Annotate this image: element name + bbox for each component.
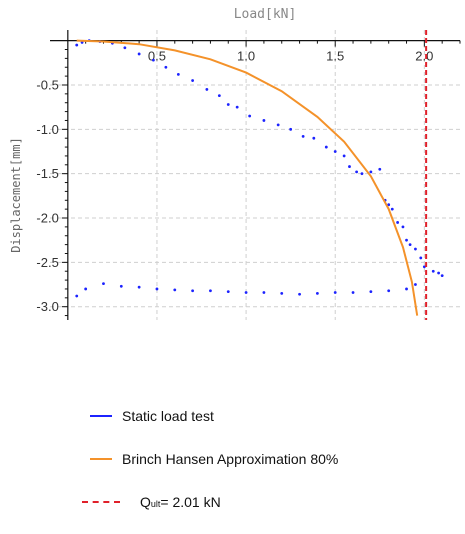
data-point <box>355 170 359 174</box>
data-point <box>191 289 195 293</box>
y-tick-label: -2.0 <box>36 211 58 226</box>
data-point <box>390 207 394 211</box>
data-point <box>351 291 355 294</box>
data-point <box>102 282 105 286</box>
data-point <box>301 135 305 138</box>
data-point <box>119 284 123 288</box>
brinch-hansen-series <box>76 39 419 316</box>
x-ticks: 0.5 1.0 1.5 2.0 <box>85 40 461 64</box>
data-point <box>333 291 337 294</box>
data-point <box>369 170 373 174</box>
data-point <box>405 238 408 242</box>
legend-item-static: Static load test <box>90 405 460 427</box>
data-point <box>191 79 195 82</box>
data-point <box>262 291 266 294</box>
data-point <box>226 103 230 106</box>
data-point <box>75 294 79 298</box>
legend-label-static: Static load test <box>122 408 214 424</box>
data-point <box>324 145 328 149</box>
data-point <box>414 247 417 251</box>
y-tick-label: -0.5 <box>36 77 58 92</box>
x-tick-label: 1.0 <box>237 49 255 64</box>
q-subscript: ult <box>150 499 161 509</box>
data-point <box>396 221 400 224</box>
data-point <box>75 43 79 47</box>
data-point <box>369 290 373 294</box>
data-point <box>84 287 88 291</box>
grid <box>50 30 460 320</box>
static-load-test-series <box>75 39 444 298</box>
q-value: = 2.01 kN <box>160 494 221 510</box>
y-tick-label: -1.0 <box>36 122 58 137</box>
y-tick-label: -3.0 <box>36 299 58 314</box>
y-tick-label: -2.5 <box>36 255 58 270</box>
data-point <box>289 127 293 131</box>
data-point <box>235 105 239 109</box>
data-point <box>244 291 248 294</box>
data-point <box>298 292 301 296</box>
data-point <box>405 287 408 291</box>
data-point <box>276 123 280 127</box>
data-point <box>209 289 212 293</box>
data-point <box>226 290 230 294</box>
legend-item-hansen: Brinch Hansen Approximation 80% <box>90 448 460 470</box>
x-tick-label: 1.5 <box>326 49 344 64</box>
data-point <box>401 225 405 229</box>
x-axis-label: Load[kN] <box>234 7 297 22</box>
y-tick-label: -1.5 <box>36 166 58 181</box>
x-tick-label: 0.5 <box>148 49 166 64</box>
q-symbol: Q <box>140 494 151 510</box>
data-point <box>414 283 417 286</box>
data-point <box>431 269 435 273</box>
data-point <box>205 88 209 91</box>
chart-svg: 0.5 1.0 1.5 2.0 -0.5 -1.0 -1.5 -2.0 -2.5 -3.0 Lo… <box>9 7 461 320</box>
data-point <box>164 65 168 69</box>
data-point <box>155 287 159 291</box>
y-ticks: -0.5 -1.0 -1.5 -2.0 -2.5 -3.0 <box>36 49 68 317</box>
x-tick-label: 2.0 <box>415 49 433 64</box>
legend: Static load test Brinch Hansen Approxima… <box>82 405 460 534</box>
data-point <box>151 58 155 62</box>
data-point <box>315 291 319 295</box>
legend-swatch-blue <box>90 415 112 417</box>
data-point <box>280 291 284 295</box>
legend-swatch-red-dashed <box>82 501 120 503</box>
data-point <box>387 289 391 293</box>
data-point <box>137 52 141 56</box>
data-point <box>123 46 127 50</box>
data-point <box>262 119 266 122</box>
axes <box>50 30 460 320</box>
data-point <box>333 150 337 153</box>
hansen-curve <box>76 39 419 316</box>
y-axis-label: Displacement[mm] <box>9 137 23 253</box>
data-point <box>348 165 351 168</box>
data-point <box>408 243 412 247</box>
data-point <box>440 274 444 278</box>
data-point <box>422 265 426 269</box>
data-point <box>137 285 141 289</box>
data-point <box>176 72 180 76</box>
legend-label-hansen: Brinch Hansen Approximation 80% <box>122 451 339 467</box>
data-point <box>217 94 221 98</box>
data-point <box>173 288 177 292</box>
data-point <box>387 203 391 207</box>
chart-area: 0.5 1.0 1.5 2.0 -0.5 -1.0 -1.5 -2.0 -2.5 -3.0 Lo… <box>9 7 461 320</box>
data-point <box>342 154 346 158</box>
data-point <box>360 172 364 176</box>
legend-swatch-orange <box>90 458 112 460</box>
data-point <box>248 114 252 118</box>
data-point <box>437 271 441 275</box>
data-point <box>312 136 316 140</box>
data-point <box>419 256 423 260</box>
data-point <box>378 167 382 171</box>
